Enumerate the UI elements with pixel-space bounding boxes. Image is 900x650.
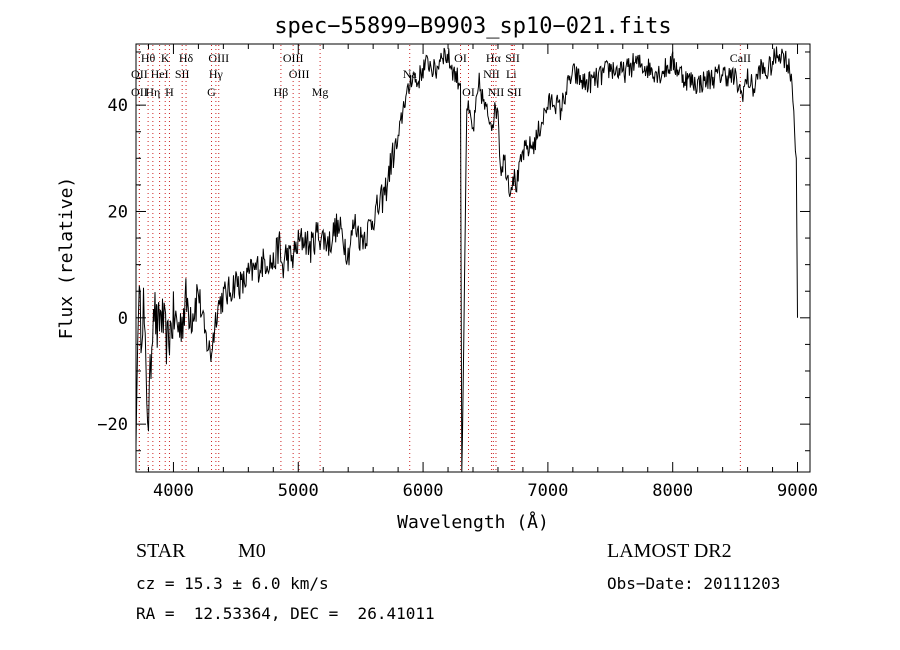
- marker-label: OIII: [208, 51, 229, 65]
- spectrum-series: [135, 46, 798, 473]
- spectral-class: STAR: [136, 540, 186, 562]
- marker-label: Hη: [145, 85, 160, 99]
- marker-label: Hγ: [209, 67, 224, 81]
- marker-label: SII: [507, 85, 522, 99]
- x-tick-label: 8000: [652, 481, 693, 501]
- spectrum-line: [135, 46, 798, 473]
- chart-title: spec−55899−B9903_sp10−021.fits: [274, 14, 671, 39]
- marker-label: Li: [506, 67, 517, 81]
- x-tick-label: 5000: [278, 481, 319, 501]
- marker-label: Hα: [486, 51, 502, 65]
- observation-date: Obs−Date: 20111203: [607, 574, 781, 593]
- marker-label: OIII: [283, 51, 304, 65]
- marker-label: CaII: [730, 51, 751, 65]
- marker-label: SII: [505, 51, 520, 65]
- marker-label: SII: [175, 67, 190, 81]
- x-axis-label: Wavelength (Å): [397, 511, 549, 533]
- marker-label: OI: [454, 51, 467, 65]
- marker-label: K: [161, 51, 170, 65]
- coordinates: RA = 12.53364, DEC = 26.41011: [136, 604, 435, 623]
- marker-label: H: [165, 85, 174, 99]
- x-tick-label: 6000: [403, 481, 444, 501]
- y-axis-label: Flux (relative): [56, 177, 77, 340]
- marker-label: Hβ: [274, 85, 289, 99]
- marker-label: G: [207, 85, 216, 99]
- spectral-subclass: M0: [238, 540, 266, 562]
- marker-label: NII: [488, 85, 505, 99]
- redshift-velocity: cz = 15.3 ± 6.0 km/s: [136, 574, 329, 593]
- y-tick-label: 0: [118, 309, 128, 329]
- y-tick-label: 40: [108, 96, 128, 116]
- marker-label: HeI: [151, 67, 169, 81]
- x-tick-label: 4000: [153, 481, 194, 501]
- axis-ticks: 4000 5000 6000 7000 8000 9000 −20 0 20 40: [97, 44, 818, 501]
- marker-label: OIII: [289, 67, 310, 81]
- marker-label: Mg: [312, 85, 329, 99]
- survey-name: LAMOST DR2: [607, 540, 732, 562]
- y-tick-label: 20: [108, 202, 128, 222]
- x-tick-label: 7000: [527, 481, 568, 501]
- marker-label: NII: [483, 67, 500, 81]
- marker-label: OII: [131, 85, 148, 99]
- plot-frame: [135, 43, 811, 473]
- marker-label: Na: [403, 67, 418, 81]
- marker-label: Hθ: [141, 51, 156, 65]
- x-tick-label: 9000: [777, 481, 818, 501]
- marker-label: OI: [462, 85, 475, 99]
- marker-label: Hδ: [179, 51, 194, 65]
- y-tick-label: −20: [97, 415, 128, 435]
